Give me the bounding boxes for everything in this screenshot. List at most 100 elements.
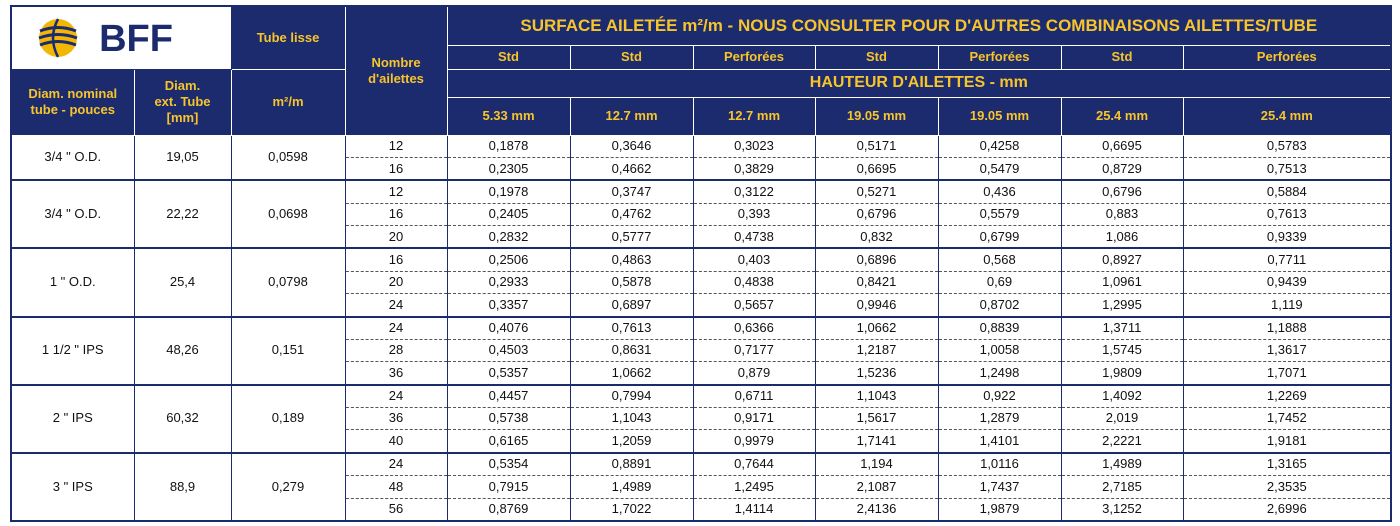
surface-value: 0,7644 (692, 452, 816, 476)
surface-value: 3,1252 (1060, 498, 1184, 522)
data-row: 16 0,2405 0,4762 0,393 0,6796 0,5579 0,883 0,76… (11, 203, 1392, 227)
surface-value: 0,7513 (1182, 157, 1392, 182)
surface-value: 0,9339 (1182, 225, 1392, 250)
surface-value: 0,5884 (1182, 180, 1392, 204)
surface-value: 2,019 (1060, 407, 1184, 431)
surface-value: 1,2059 (569, 429, 694, 454)
logo-text: BFF (99, 18, 173, 60)
surface-value: 2,2221 (1060, 429, 1184, 454)
surface-value: 0,5783 (1182, 135, 1392, 159)
surface-value: 1,119 (1182, 293, 1392, 318)
fin-count: 12 (344, 180, 448, 204)
surface-value: 1,3165 (1182, 452, 1392, 476)
fin-type: Perforées (937, 44, 1062, 70)
surface-value: 1,4989 (1060, 452, 1184, 476)
surface-value: 0,6796 (814, 203, 939, 227)
surface-value: 1,7452 (1182, 407, 1392, 431)
surface-value: 1,3617 (1182, 339, 1392, 363)
surface-value: 2,1087 (814, 475, 939, 499)
data-row: 40 0,6165 1,2059 0,9979 1,7141 1,4101 2,2221 1,… (11, 429, 1392, 454)
surface-value: 1,2995 (1060, 293, 1184, 318)
surface-value: 0,8421 (814, 271, 939, 295)
surface-value: 0,393 (692, 203, 816, 227)
group-ext: 60,32 (133, 384, 232, 454)
surface-value: 0,4662 (569, 157, 694, 182)
surface-value: 0,4503 (446, 339, 571, 363)
surface-value: 0,6165 (446, 429, 571, 454)
group-lisse: 0,0598 (230, 135, 346, 182)
surface-value: 0,883 (1060, 203, 1184, 227)
surface-value: 0,6366 (692, 316, 816, 340)
surface-value: 0,2405 (446, 203, 571, 227)
surface-value: 0,5171 (814, 135, 939, 159)
table-body: 3/4 " O.D. 19,05 0,0598 12 0,1878 0,3646 0,302… (10, 135, 1392, 522)
diam-ext-header: Diam. ext. Tube [mm] (133, 68, 232, 136)
surface-value: 1,5617 (814, 407, 939, 431)
fin-count: 36 (344, 407, 448, 431)
surface-value: 0,4762 (569, 203, 694, 227)
surface-value: 0,4738 (692, 225, 816, 250)
fin-count: 48 (344, 475, 448, 499)
group-diam: 3/4 " O.D. (10, 180, 135, 250)
group-lisse: 0,189 (230, 384, 346, 454)
surface-value: 1,9809 (1060, 361, 1184, 386)
surface-value: 0,9979 (692, 429, 816, 454)
surface-value: 0,8927 (1060, 248, 1184, 272)
fin-count: 24 (344, 293, 448, 318)
fin-height: 12.7 mm (569, 96, 694, 136)
surface-value: 1,2498 (937, 361, 1062, 386)
fin-height: 19.05 mm (937, 96, 1062, 136)
unit-header: m²/m (230, 68, 346, 136)
surface-value: 0,6897 (569, 293, 694, 318)
fin-count: 56 (344, 498, 448, 522)
surface-value: 0,3646 (569, 135, 694, 159)
surface-value: 1,2269 (1182, 384, 1392, 408)
fin-height: 25.4 mm (1182, 96, 1392, 136)
data-row: 24 0,3357 0,6897 0,5657 0,9946 0,8702 1,2995 1,… (11, 293, 1392, 318)
data-row: 36 0,5357 1,0662 0,879 1,5236 1,2498 1,9809 1,7… (11, 361, 1392, 386)
surface-value: 0,8631 (569, 339, 694, 363)
surface-value: 1,0961 (1060, 271, 1184, 295)
surface-value: 1,9879 (937, 498, 1062, 522)
surface-value: 2,3535 (1182, 475, 1392, 499)
surface-value: 0,5777 (569, 225, 694, 250)
group-ext: 25,4 (133, 248, 232, 318)
fin-type: Perforées (692, 44, 816, 70)
data-row: 48 0,7915 1,4989 1,2495 2,1087 1,7437 2,7185 2,… (11, 475, 1392, 499)
surface-value: 1,4101 (937, 429, 1062, 454)
surface-value: 0,8839 (937, 316, 1062, 340)
fin-count: 20 (344, 225, 448, 250)
group-lisse: 0,279 (230, 452, 346, 522)
surface-value: 0,4076 (446, 316, 571, 340)
group-lisse: 0,0798 (230, 248, 346, 318)
surface-value: 0,5579 (937, 203, 1062, 227)
surface-value: 0,5271 (814, 180, 939, 204)
surface-value: 2,7185 (1060, 475, 1184, 499)
surface-value: 0,832 (814, 225, 939, 250)
logo: BFF (10, 5, 232, 70)
heights-row: 5.33 mm 12.7 mm 12.7 mm 19.05 mm 19.05 mm 25.… (11, 96, 1392, 136)
surface-value: 0,6796 (1060, 180, 1184, 204)
surface-value: 0,6799 (937, 225, 1062, 250)
fin-surface-table: BFF Tube lisse Nombre d'ailettes SURFACE… (10, 5, 1393, 522)
surface-value: 1,1043 (569, 407, 694, 431)
group-ext: 88,9 (133, 452, 232, 522)
surface-value: 0,2305 (446, 157, 571, 182)
surface-value: 0,7613 (1182, 203, 1392, 227)
surface-value: 1,194 (814, 452, 939, 476)
surface-value: 0,2933 (446, 271, 571, 295)
group-diam: 1 1/2 " IPS (10, 316, 135, 386)
data-row: 3/4 " O.D. 19,05 0,0598 12 0,1878 0,3646 0,302… (10, 135, 1392, 182)
types-row: Std Std Perforées Std Perforées Std Perforées (11, 44, 1392, 70)
fin-type: Std (1060, 44, 1184, 70)
surface-value: 0,3829 (692, 157, 816, 182)
data-row: 3 " IPS 88,9 0,279 24 0,5354 0,8891 0,7644 1,19… (10, 452, 1392, 522)
surface-value: 0,5354 (446, 452, 571, 476)
group-lisse: 0,151 (230, 316, 346, 386)
group-diam: 3 " IPS (10, 452, 135, 522)
fin-count: 28 (344, 339, 448, 363)
table-title: SURFACE AILETÉE m²/m - NOUS CONSULTER PO… (446, 5, 1392, 46)
surface-value: 1,0662 (569, 361, 694, 386)
surface-value: 0,403 (692, 248, 816, 272)
surface-value: 0,3023 (692, 135, 816, 159)
